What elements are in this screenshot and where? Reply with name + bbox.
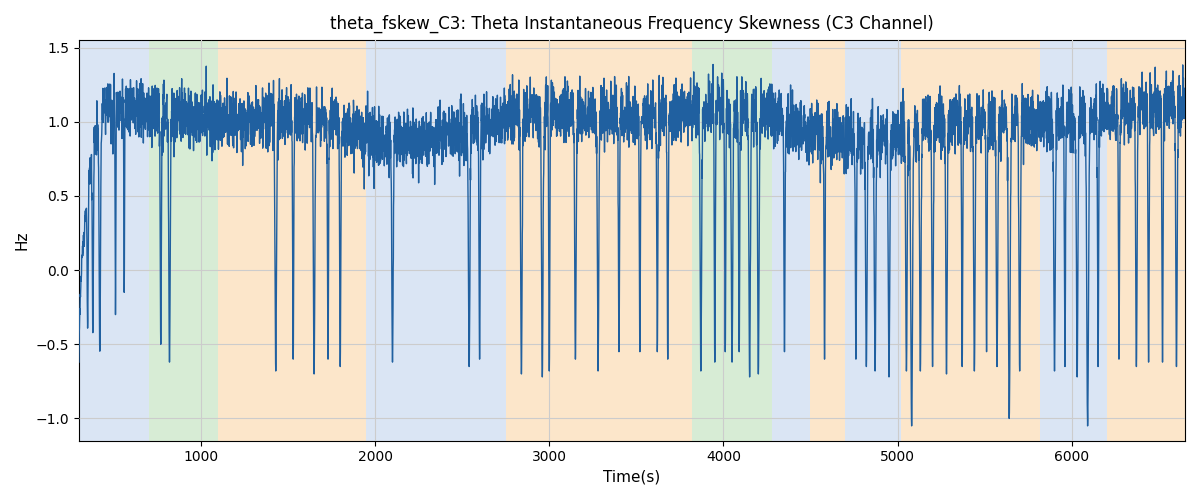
Bar xyxy=(1106,40,1184,440)
Bar xyxy=(79,40,149,440)
Bar xyxy=(1040,40,1106,440)
Bar xyxy=(772,40,810,440)
Y-axis label: Hz: Hz xyxy=(14,230,30,250)
X-axis label: Time(s): Time(s) xyxy=(604,470,660,485)
Bar xyxy=(218,40,366,440)
Bar xyxy=(366,40,505,440)
Bar xyxy=(149,40,218,440)
Bar xyxy=(845,40,901,440)
Bar xyxy=(810,40,845,440)
Bar xyxy=(901,40,1040,440)
Title: theta_fskew_C3: Theta Instantaneous Frequency Skewness (C3 Channel): theta_fskew_C3: Theta Instantaneous Freq… xyxy=(330,15,934,34)
Bar xyxy=(692,40,772,440)
Bar xyxy=(505,40,692,440)
